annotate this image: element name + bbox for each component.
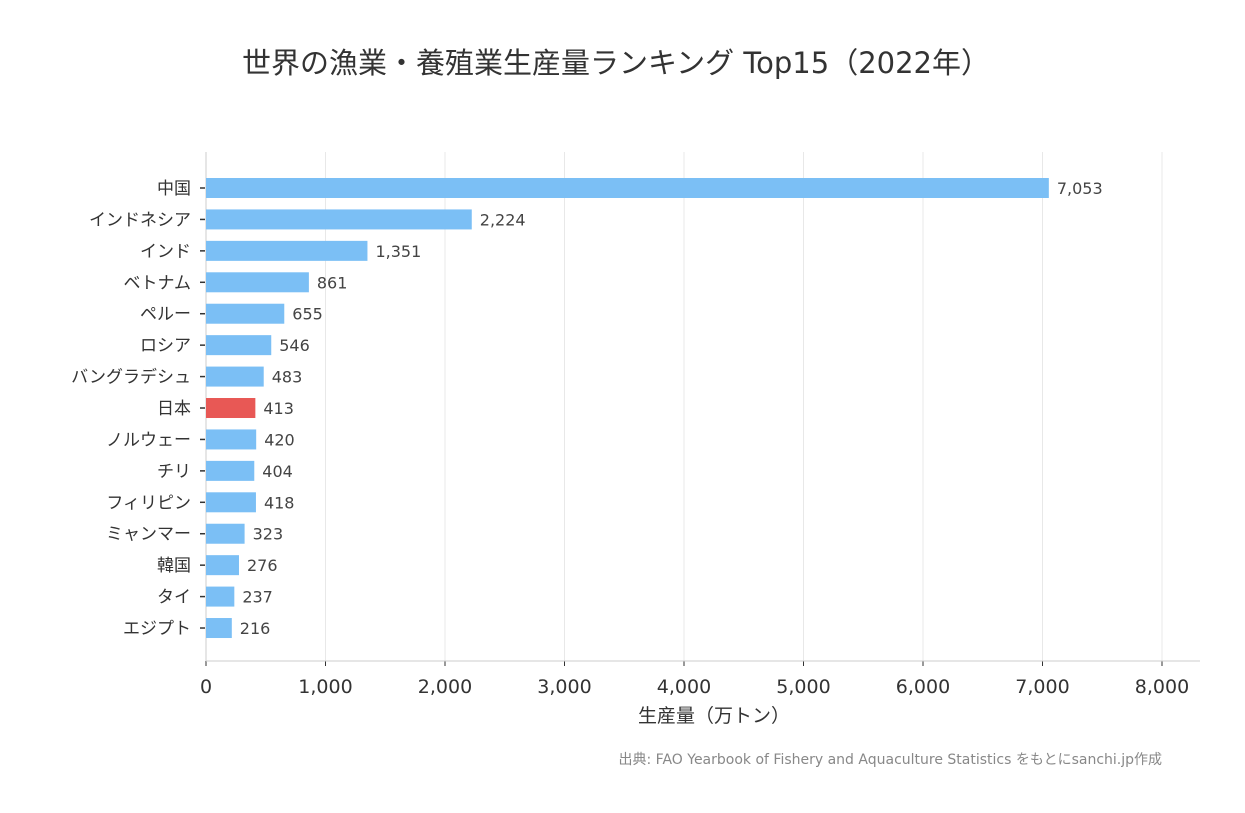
bar-13 — [206, 586, 235, 607]
value-label: 861 — [317, 273, 348, 292]
bar-9 — [206, 460, 255, 481]
category-label: エジプト — [123, 619, 191, 639]
value-label: 655 — [292, 305, 323, 324]
category-label: チリ — [157, 462, 191, 482]
value-label: 404 — [262, 462, 293, 481]
x-tick-label: 6,000 — [896, 676, 950, 698]
value-label: 216 — [240, 619, 271, 638]
value-label: 483 — [272, 368, 303, 387]
value-label: 237 — [242, 588, 273, 607]
category-label: インドネシア — [89, 210, 191, 230]
bar-2 — [206, 240, 368, 261]
bar-7 — [206, 398, 256, 419]
x-tick-label: 1,000 — [298, 676, 352, 698]
category-label: タイ — [157, 588, 191, 608]
bar-14 — [206, 618, 232, 639]
category-label: インド — [140, 242, 191, 262]
bar-0 — [206, 178, 1049, 198]
value-label: 276 — [247, 556, 278, 575]
bar-12 — [206, 555, 239, 576]
value-label: 546 — [279, 336, 310, 355]
category-label: バングラデシュ — [71, 367, 191, 388]
x-tick-label: 3,000 — [537, 676, 591, 698]
bar-4 — [206, 303, 285, 324]
value-label: 420 — [264, 430, 295, 449]
x-tick-label: 4,000 — [657, 676, 711, 698]
category-label: ロシア — [140, 336, 191, 356]
x-axis-title: 生産量（万トン） — [638, 705, 790, 727]
value-label: 7,053 — [1057, 179, 1103, 198]
category-label: 日本 — [157, 399, 191, 419]
bar-6 — [206, 366, 264, 387]
category-label: ベトナム — [124, 273, 192, 293]
bar-8 — [206, 429, 257, 450]
category-label: ノルウェー — [106, 430, 191, 450]
bar-10 — [206, 492, 256, 513]
x-tick-label: 5,000 — [776, 676, 830, 698]
x-tick-label: 2,000 — [418, 676, 472, 698]
value-label: 2,224 — [480, 210, 526, 229]
bar-5 — [206, 335, 272, 356]
x-tick-label: 8,000 — [1135, 676, 1189, 698]
bar-11 — [206, 523, 245, 544]
category-label: ミャンマー — [106, 525, 191, 545]
x-tick-label: 0 — [200, 676, 212, 698]
value-label: 413 — [263, 399, 294, 418]
category-label: 韓国 — [157, 556, 191, 576]
bar-1 — [206, 209, 472, 230]
category-label: 中国 — [157, 179, 191, 199]
source-note: 出典: FAO Yearbook of Fishery and Aquacult… — [618, 752, 1162, 768]
value-label: 418 — [264, 493, 295, 512]
category-label: フィリピン — [106, 493, 191, 513]
x-tick-label: 7,000 — [1015, 676, 1069, 698]
category-label: ペルー — [140, 305, 191, 325]
bar-3 — [206, 272, 309, 293]
chart-title: 世界の漁業・養殖業生産量ランキング Top15（2022年） — [242, 46, 990, 80]
value-label: 1,351 — [375, 242, 421, 261]
value-label: 323 — [253, 525, 284, 544]
